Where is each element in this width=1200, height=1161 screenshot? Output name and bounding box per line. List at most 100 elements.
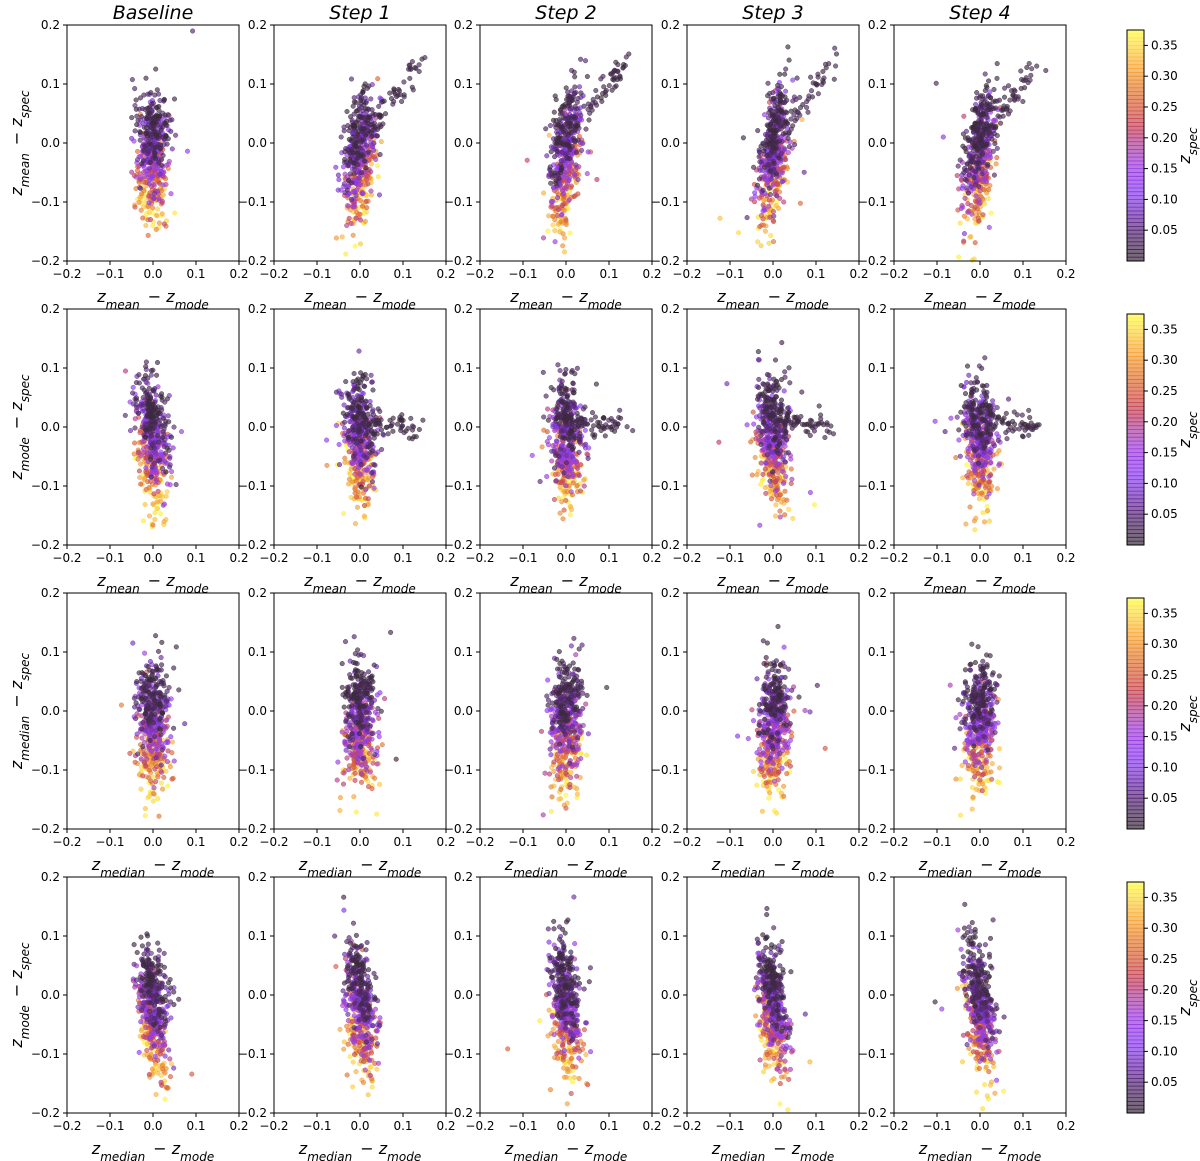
scatter-point: [821, 75, 827, 81]
scatter-point: [161, 519, 167, 525]
scatter-point: [984, 141, 990, 148]
scatter-point: [143, 75, 149, 81]
x-axis-label-minus: − z: [143, 571, 176, 590]
scatter-point: [140, 518, 146, 524]
scatter-point: [340, 164, 346, 170]
scatter-point: [148, 90, 154, 96]
x-axis-label-sub2: mode: [175, 298, 209, 312]
scatter-point: [571, 193, 577, 199]
scatter-point: [340, 410, 346, 416]
x-tick-label: 0.2: [642, 267, 661, 281]
scatter-point: [774, 128, 780, 134]
x-tick-label: −0.2: [672, 267, 701, 281]
y-tick-label: −0.1: [31, 479, 60, 493]
scatter-point: [815, 91, 821, 97]
scatter-point: [581, 103, 587, 109]
scatter-point: [771, 218, 777, 225]
scatter-point: [368, 188, 374, 194]
scatter-point: [143, 465, 149, 471]
scatter-point: [577, 488, 583, 494]
scatter-point: [755, 128, 761, 134]
scatter-point: [346, 178, 352, 184]
scatter-point: [797, 200, 803, 206]
scatter-point: [122, 368, 129, 374]
x-tick-label: 0.0: [350, 551, 369, 565]
scatter-point: [998, 120, 1004, 126]
scatter-point: [768, 121, 774, 127]
row-1-ylabel-minus: − z: [7, 402, 26, 435]
scatter-point: [378, 139, 384, 145]
scatter-point: [569, 446, 575, 452]
scatter-point: [155, 505, 161, 512]
scatter-point: [610, 76, 616, 82]
scatter-point: [168, 191, 174, 197]
x-axis-label: zmean − zmode: [509, 571, 621, 596]
scatter-point: [980, 112, 986, 118]
scatter-point: [129, 169, 135, 175]
scatter-point: [565, 115, 572, 121]
y-tick-label: 0.2: [454, 18, 473, 32]
scatter-point: [736, 230, 742, 236]
y-tick-label: 0.2: [661, 18, 680, 32]
scatter-point: [783, 66, 789, 72]
scatter-point: [556, 175, 562, 181]
scatter-point: [362, 218, 368, 224]
scatter-point: [159, 200, 165, 206]
scatter-point: [409, 84, 415, 90]
scatter-point: [164, 445, 170, 451]
scatter-point: [974, 160, 980, 166]
scatter-point: [416, 62, 422, 68]
x-tick-label: −0.2: [259, 267, 288, 281]
scatter-point: [779, 108, 785, 114]
scatter-point: [786, 57, 792, 63]
scatter-point: [364, 405, 370, 411]
scatter-point: [154, 132, 160, 138]
scatter-point: [546, 213, 552, 219]
scatter-point: [778, 91, 784, 97]
scatter-point: [790, 123, 796, 129]
y-tick-label: 0.1: [661, 77, 680, 91]
scatter-point: [378, 427, 385, 433]
scatter-point: [765, 80, 771, 86]
scatter-point: [158, 424, 164, 430]
scatter-point: [783, 118, 789, 124]
scatter-point: [559, 211, 565, 217]
scatter-point: [761, 164, 768, 170]
scatter-point: [957, 220, 963, 226]
scatter-point: [369, 379, 375, 385]
scatter-point: [553, 438, 560, 444]
scatter-point: [155, 433, 161, 439]
scatter-point: [356, 175, 362, 181]
row-1-ylabel-sub1: mode: [18, 437, 32, 471]
scatter-point: [545, 417, 551, 423]
scatter-point: [390, 428, 396, 434]
scatter-point: [760, 208, 766, 214]
scatter-point: [144, 133, 150, 139]
scatter-point: [572, 74, 578, 80]
scatter-point: [162, 458, 168, 465]
scatter-point: [173, 132, 179, 138]
x-tick-label: 0.1: [393, 267, 412, 281]
scatter-point: [575, 137, 581, 143]
scatter-point: [782, 94, 788, 100]
scatter-point: [136, 372, 142, 378]
scatter-point: [357, 471, 364, 477]
scatter-point: [138, 114, 145, 120]
scatter-point: [158, 511, 164, 517]
scatter-point: [149, 433, 155, 439]
scatter-point: [552, 239, 558, 245]
scatter-point: [967, 164, 973, 171]
scatter-point: [151, 126, 157, 132]
scatter-point: [391, 89, 397, 95]
scatter-point: [782, 488, 788, 494]
y-tick-label: 0.0: [248, 136, 267, 150]
scatter-point: [138, 481, 144, 487]
x-tick-label: 0.2: [436, 267, 455, 281]
scatter-point: [551, 496, 557, 503]
scatter-point: [148, 456, 154, 462]
scatter-point: [962, 176, 968, 183]
scatter-point: [776, 205, 782, 211]
scatter-point: [358, 447, 364, 453]
scatter-point: [369, 470, 375, 476]
